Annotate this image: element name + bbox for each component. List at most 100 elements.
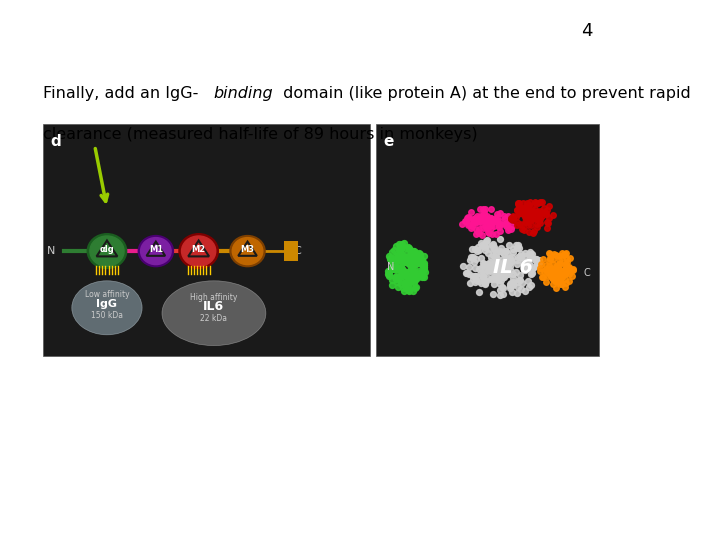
Point xyxy=(559,265,571,274)
Point xyxy=(486,241,498,249)
Point xyxy=(505,267,516,275)
Point xyxy=(492,265,504,274)
Point xyxy=(541,268,553,276)
Point xyxy=(477,273,489,281)
Point xyxy=(542,272,554,281)
Point xyxy=(523,282,535,291)
Point xyxy=(518,226,530,234)
Point xyxy=(484,264,495,272)
Point xyxy=(520,259,531,268)
Point xyxy=(477,231,488,239)
Point xyxy=(484,266,495,274)
Point xyxy=(476,211,487,220)
Point xyxy=(405,255,417,264)
Point xyxy=(389,273,400,281)
Point xyxy=(409,274,420,283)
Point xyxy=(547,255,559,264)
Point xyxy=(418,262,429,271)
Point xyxy=(536,212,548,220)
Point xyxy=(417,255,428,264)
Point xyxy=(461,214,472,222)
Point xyxy=(511,244,523,253)
Point xyxy=(529,205,541,213)
Point xyxy=(470,230,482,238)
Point xyxy=(519,213,531,221)
Text: d: d xyxy=(50,134,61,149)
Point xyxy=(505,256,516,265)
Point xyxy=(504,280,516,288)
Point xyxy=(553,266,564,274)
Point xyxy=(408,271,420,279)
Point xyxy=(404,251,415,260)
Point xyxy=(473,287,485,296)
Point xyxy=(561,259,572,268)
Point xyxy=(490,253,502,262)
Point xyxy=(533,214,544,223)
Point xyxy=(558,258,570,267)
Point xyxy=(482,227,494,236)
Point xyxy=(554,259,566,268)
Point xyxy=(393,240,405,249)
Text: αlg: αlg xyxy=(99,245,114,254)
Point xyxy=(498,264,510,273)
Point xyxy=(531,211,542,219)
Point xyxy=(544,214,555,222)
Point xyxy=(505,262,516,271)
Point xyxy=(415,272,426,281)
Point xyxy=(491,212,503,221)
Point xyxy=(502,269,513,278)
Point xyxy=(492,265,504,273)
Point xyxy=(559,265,571,273)
Point xyxy=(494,235,505,244)
Point xyxy=(492,216,503,225)
Point xyxy=(560,249,572,258)
Point xyxy=(469,213,480,222)
Point xyxy=(477,213,488,222)
Point xyxy=(406,277,418,286)
Point xyxy=(397,284,408,292)
Text: 4: 4 xyxy=(581,22,593,39)
Point xyxy=(399,282,410,291)
Point xyxy=(549,268,561,277)
Point xyxy=(474,216,485,225)
Point xyxy=(536,272,548,281)
Point xyxy=(497,260,508,269)
Point xyxy=(494,291,505,299)
Point xyxy=(401,258,413,266)
Point xyxy=(536,198,548,206)
Point xyxy=(513,206,525,215)
Point xyxy=(478,217,490,226)
Point xyxy=(486,264,498,272)
Point xyxy=(495,219,506,228)
Point xyxy=(518,207,530,216)
Point xyxy=(469,244,481,253)
Point xyxy=(521,201,533,210)
Point xyxy=(513,201,525,210)
Point xyxy=(501,262,513,271)
Point xyxy=(402,256,414,265)
Point xyxy=(405,264,417,272)
Point xyxy=(480,213,491,222)
Point xyxy=(406,265,418,274)
Point xyxy=(472,228,484,237)
Point xyxy=(495,244,507,252)
Point xyxy=(564,269,575,278)
Point xyxy=(408,266,419,274)
Point xyxy=(412,252,423,260)
Point xyxy=(531,223,543,232)
Point xyxy=(478,215,490,224)
Point xyxy=(558,270,570,279)
Point xyxy=(390,266,402,275)
Point xyxy=(561,255,572,264)
Point xyxy=(515,249,526,258)
Point xyxy=(556,268,567,277)
Point xyxy=(399,255,410,264)
Circle shape xyxy=(87,234,127,268)
Point xyxy=(500,213,511,222)
Point xyxy=(487,268,498,276)
Point xyxy=(487,279,499,288)
Ellipse shape xyxy=(72,281,142,335)
Circle shape xyxy=(233,238,263,265)
Point xyxy=(494,259,505,267)
Point xyxy=(497,272,508,281)
